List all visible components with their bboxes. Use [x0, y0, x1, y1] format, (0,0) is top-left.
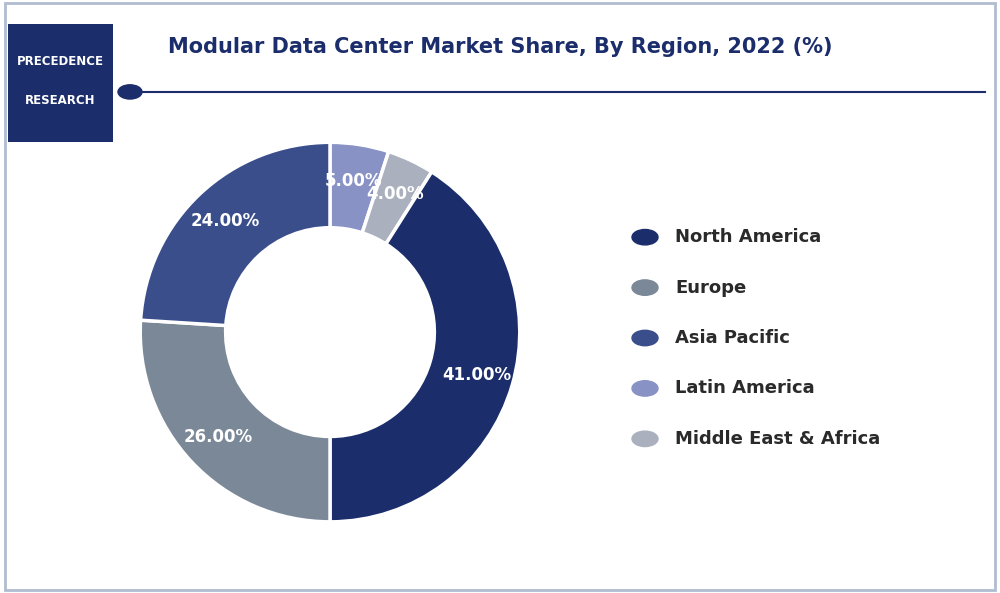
Text: PRECEDENCE: PRECEDENCE: [17, 55, 104, 68]
Text: RESEARCH: RESEARCH: [25, 94, 96, 107]
Text: 41.00%: 41.00%: [442, 366, 511, 384]
Wedge shape: [140, 320, 330, 522]
Text: 24.00%: 24.00%: [191, 212, 260, 229]
Wedge shape: [362, 152, 432, 244]
Text: North America: North America: [675, 228, 821, 246]
Wedge shape: [141, 142, 330, 326]
Text: 5.00%: 5.00%: [325, 172, 383, 190]
Text: Europe: Europe: [675, 279, 746, 296]
Wedge shape: [330, 172, 520, 522]
Text: Asia Pacific: Asia Pacific: [675, 329, 790, 347]
Wedge shape: [330, 142, 389, 233]
Text: Modular Data Center Market Share, By Region, 2022 (%): Modular Data Center Market Share, By Reg…: [168, 37, 832, 58]
Text: 4.00%: 4.00%: [366, 185, 424, 203]
Text: Middle East & Africa: Middle East & Africa: [675, 430, 880, 448]
Text: 26.00%: 26.00%: [184, 428, 253, 446]
Text: Latin America: Latin America: [675, 380, 815, 397]
